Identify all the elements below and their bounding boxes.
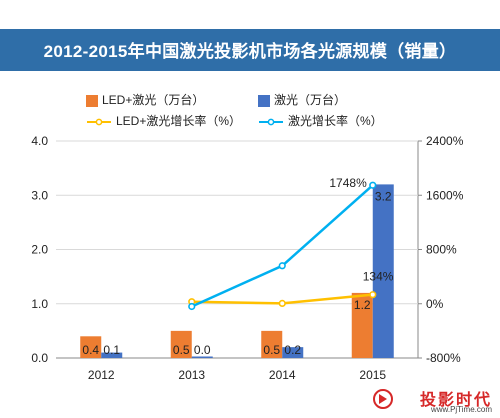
line-data-label: 134% <box>363 270 394 284</box>
bar-data-label: 0.2 <box>284 343 301 357</box>
x-tick-label: 2012 <box>88 368 115 382</box>
y2-tick-label: 1600% <box>426 188 464 202</box>
line-data-label: 1748% <box>329 176 367 190</box>
point-laser-growth <box>369 181 377 189</box>
bar-data-label: 0.1 <box>103 343 120 357</box>
point-led-laser-growth <box>278 299 286 308</box>
y-tick-label: 3.0 <box>31 188 48 202</box>
bar-data-label: 1.2 <box>354 298 371 312</box>
bar-laser <box>372 184 394 358</box>
bar-led-laser <box>170 330 192 358</box>
bar-laser <box>282 347 304 358</box>
point-laser-growth <box>188 302 196 311</box>
x-tick-label: 2013 <box>178 368 205 382</box>
y2-tick-label: 2400% <box>426 134 464 148</box>
legend-label-laser-growth: 激光增长率（%） <box>288 114 383 128</box>
x-tick-label: 2014 <box>269 368 296 382</box>
bar-led-laser <box>261 330 283 358</box>
bar-led-laser <box>351 292 373 358</box>
legend-label-led-laser-growth: LED+激光增长率（%） <box>116 114 242 128</box>
watermark-url: www.PjTime.com <box>430 405 492 414</box>
legend-swatch-led-laser <box>86 94 98 107</box>
title-bar <box>0 29 500 71</box>
legend-item-led-laser: LED+激光（万台） <box>86 91 204 108</box>
legend-label-laser: 激光（万台） <box>274 93 347 107</box>
y-tick-label: 2.0 <box>31 243 48 257</box>
line-laser-growth <box>191 184 374 308</box>
y-tick-label: 0.0 <box>31 351 48 365</box>
watermark: 投影时代 www.PjTime.com <box>372 386 492 416</box>
legend-swatch-laser <box>258 94 270 107</box>
y2-tick-label: 0% <box>426 297 444 311</box>
bar-laser <box>191 356 213 358</box>
y2-tick-label: -800% <box>426 351 461 365</box>
bar-led-laser <box>80 336 102 358</box>
y-tick-label: 1.0 <box>31 297 48 311</box>
bar-data-label: 0.0 <box>194 343 211 357</box>
x-tick-label: 2015 <box>359 368 386 382</box>
y-tick-label: 4.0 <box>31 134 48 148</box>
bar-data-label: 0.5 <box>173 343 190 357</box>
pjtime-logo-icon <box>373 389 393 409</box>
bar-data-label: 0.4 <box>82 343 99 357</box>
legend-item-laser-growth: 激光增长率（%） <box>258 112 383 129</box>
bar-data-label: 3.2 <box>375 189 392 203</box>
legend-item-laser: 激光（万台） <box>258 91 346 108</box>
y2-tick-label: 800% <box>426 243 457 257</box>
legend-item-led-laser-growth: LED+激光增长率（%） <box>86 112 241 129</box>
watermark-brand: 投影时代 <box>419 392 492 409</box>
chart-title: 2012-2015年中国激光投影机市场各光源规模（销量） <box>43 42 457 61</box>
point-led-laser-growth <box>369 291 377 299</box>
legend-line-led-laser-growth <box>87 118 111 126</box>
bar-data-label: 0.5 <box>263 343 280 357</box>
legend-line-laser-growth <box>259 118 283 126</box>
bar-laser <box>101 352 123 358</box>
point-laser-growth <box>278 262 286 270</box>
legend-label-led-laser: LED+激光（万台） <box>102 93 205 107</box>
